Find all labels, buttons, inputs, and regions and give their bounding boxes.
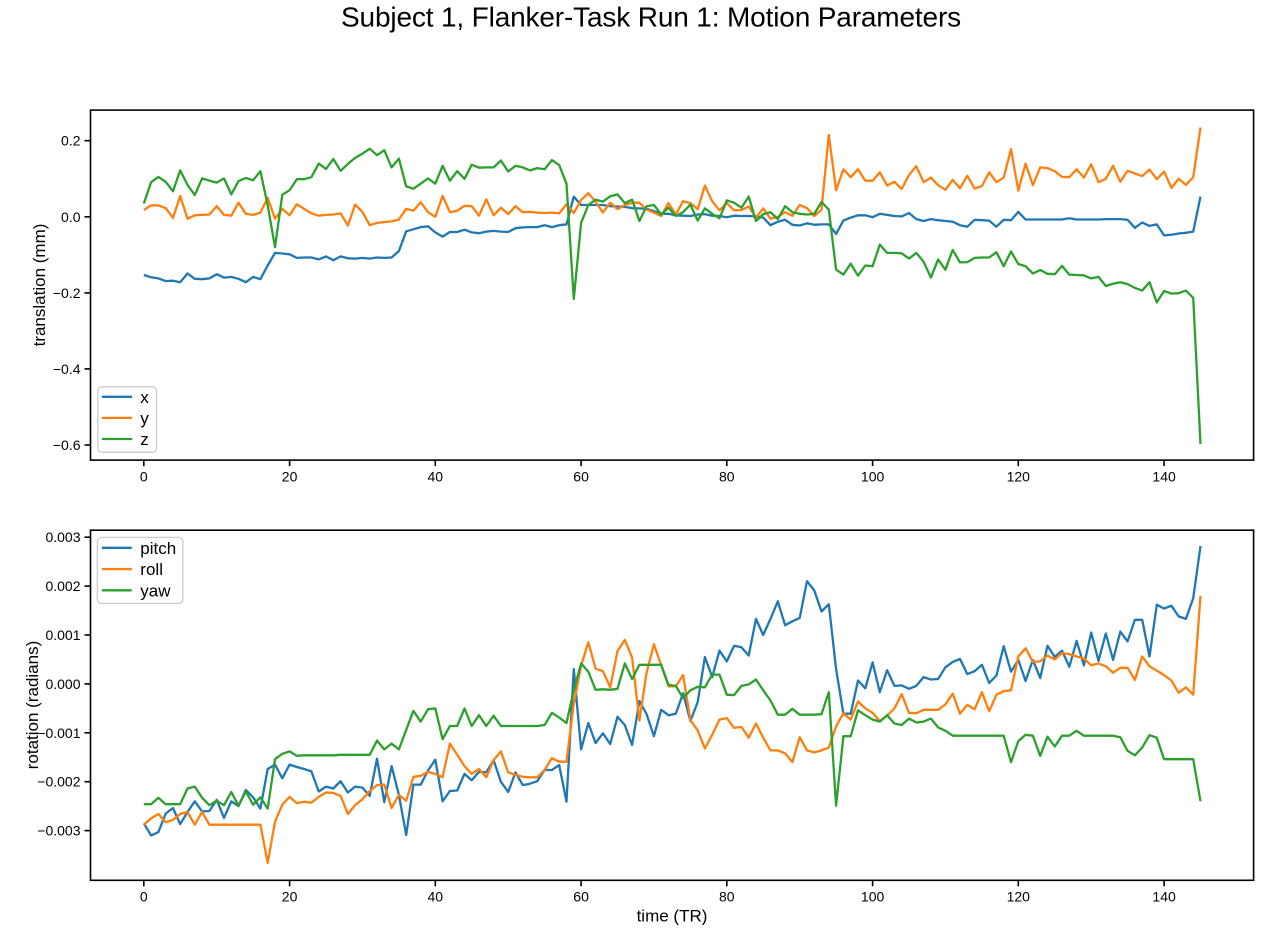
svg-text:0.0: 0.0 (61, 209, 81, 225)
svg-text:−0.003: −0.003 (37, 823, 80, 839)
svg-text:−0.001: −0.001 (37, 725, 80, 741)
svg-text:120: 120 (1007, 889, 1031, 905)
svg-text:Subject 1, Flanker-Task Run 1:: Subject 1, Flanker-Task Run 1: Motion Pa… (341, 2, 961, 33)
svg-text:yaw: yaw (140, 581, 171, 600)
svg-text:0.000: 0.000 (45, 676, 80, 692)
svg-text:60: 60 (573, 889, 589, 905)
svg-text:0.003: 0.003 (45, 529, 80, 545)
svg-text:140: 140 (1152, 889, 1176, 905)
svg-text:0: 0 (140, 469, 148, 485)
svg-text:roll: roll (140, 560, 163, 579)
svg-text:y: y (140, 409, 149, 428)
svg-text:translation (mm): translation (mm) (30, 224, 49, 347)
svg-text:60: 60 (573, 469, 589, 485)
svg-text:120: 120 (1007, 469, 1031, 485)
svg-text:rotation (radians): rotation (radians) (23, 641, 42, 770)
svg-text:140: 140 (1152, 469, 1176, 485)
svg-text:z: z (140, 430, 149, 449)
svg-text:20: 20 (282, 469, 298, 485)
svg-text:80: 80 (719, 889, 735, 905)
svg-text:40: 40 (428, 889, 444, 905)
svg-text:0: 0 (140, 889, 148, 905)
svg-text:0.2: 0.2 (61, 133, 81, 149)
svg-text:−0.6: −0.6 (53, 437, 81, 453)
svg-text:−0.2: −0.2 (53, 285, 81, 301)
svg-text:time (TR): time (TR) (637, 907, 708, 926)
svg-text:80: 80 (719, 469, 735, 485)
svg-text:20: 20 (282, 889, 298, 905)
svg-text:pitch: pitch (140, 539, 176, 558)
svg-text:100: 100 (861, 889, 885, 905)
svg-text:0.001: 0.001 (45, 627, 80, 643)
svg-text:x: x (140, 388, 149, 407)
svg-text:−0.002: −0.002 (37, 774, 80, 790)
svg-text:−0.4: −0.4 (53, 361, 81, 377)
svg-text:100: 100 (861, 469, 885, 485)
svg-text:0.002: 0.002 (45, 578, 80, 594)
svg-text:40: 40 (428, 469, 444, 485)
